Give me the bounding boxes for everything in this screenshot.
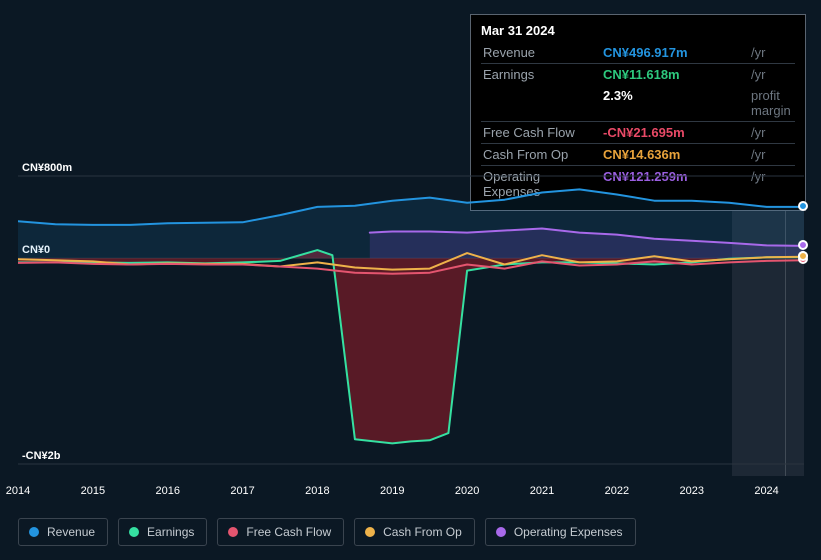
x-tick-label: 2018 [305,485,329,497]
series-end-dot-opex [798,240,808,250]
chart-container: { "tooltip": { "date": "Mar 31 2024", "r… [0,0,821,560]
chart-plot-area[interactable] [18,160,804,480]
legend-swatch [29,527,39,537]
tooltip-row-unit: /yr [747,122,795,144]
x-tick-label: 2023 [679,485,703,497]
x-tick-label: 2024 [754,485,778,497]
tooltip-row-value: CN¥496.917m [601,42,747,64]
chart-svg [18,160,804,480]
legend: Revenue Earnings Free Cash Flow Cash From O… [18,518,636,546]
tooltip-row-value: CN¥11.618m [601,64,747,86]
x-tick-label: 2016 [155,485,179,497]
x-tick-label: 2019 [380,485,404,497]
tooltip-row-unit: profit margin [747,85,795,122]
legend-label: Operating Expenses [514,525,623,539]
x-tick-label: 2015 [81,485,105,497]
legend-swatch [228,527,238,537]
legend-item-opex[interactable]: Operating Expenses [485,518,636,546]
x-tick-label: 2014 [6,485,30,497]
x-tick-label: 2017 [230,485,254,497]
tooltip-row-value: -CN¥21.695m [601,122,747,144]
tooltip-row-unit: /yr [747,64,795,86]
legend-item-cfo[interactable]: Cash From Op [354,518,475,546]
series-end-dot-cfo [798,251,808,261]
legend-item-earnings[interactable]: Earnings [118,518,207,546]
tooltip-row-label: Free Cash Flow [481,122,601,144]
x-axis-labels: 2014201520162017201820192020202120222023… [18,485,804,503]
tooltip-row-label: Revenue [481,42,601,64]
tooltip-row: 2.3%profit margin [481,85,795,122]
legend-item-revenue[interactable]: Revenue [18,518,108,546]
legend-swatch [365,527,375,537]
tooltip-row-unit: /yr [747,42,795,64]
series-end-dot-revenue [798,201,808,211]
tooltip-row-label [481,85,601,122]
legend-label: Free Cash Flow [246,525,331,539]
legend-swatch [496,527,506,537]
legend-item-fcf[interactable]: Free Cash Flow [217,518,344,546]
tooltip-row-label: Earnings [481,64,601,86]
legend-label: Cash From Op [383,525,462,539]
tooltip-row: RevenueCN¥496.917m/yr [481,42,795,64]
tooltip-row-value: 2.3% [601,85,747,122]
tooltip-row: EarningsCN¥11.618m/yr [481,64,795,86]
tooltip-date: Mar 31 2024 [481,23,795,42]
x-tick-label: 2020 [455,485,479,497]
x-tick-label: 2021 [530,485,554,497]
x-tick-label: 2022 [605,485,629,497]
tooltip-row: Free Cash Flow-CN¥21.695m/yr [481,122,795,144]
legend-label: Revenue [47,525,95,539]
legend-swatch [129,527,139,537]
legend-label: Earnings [147,525,194,539]
